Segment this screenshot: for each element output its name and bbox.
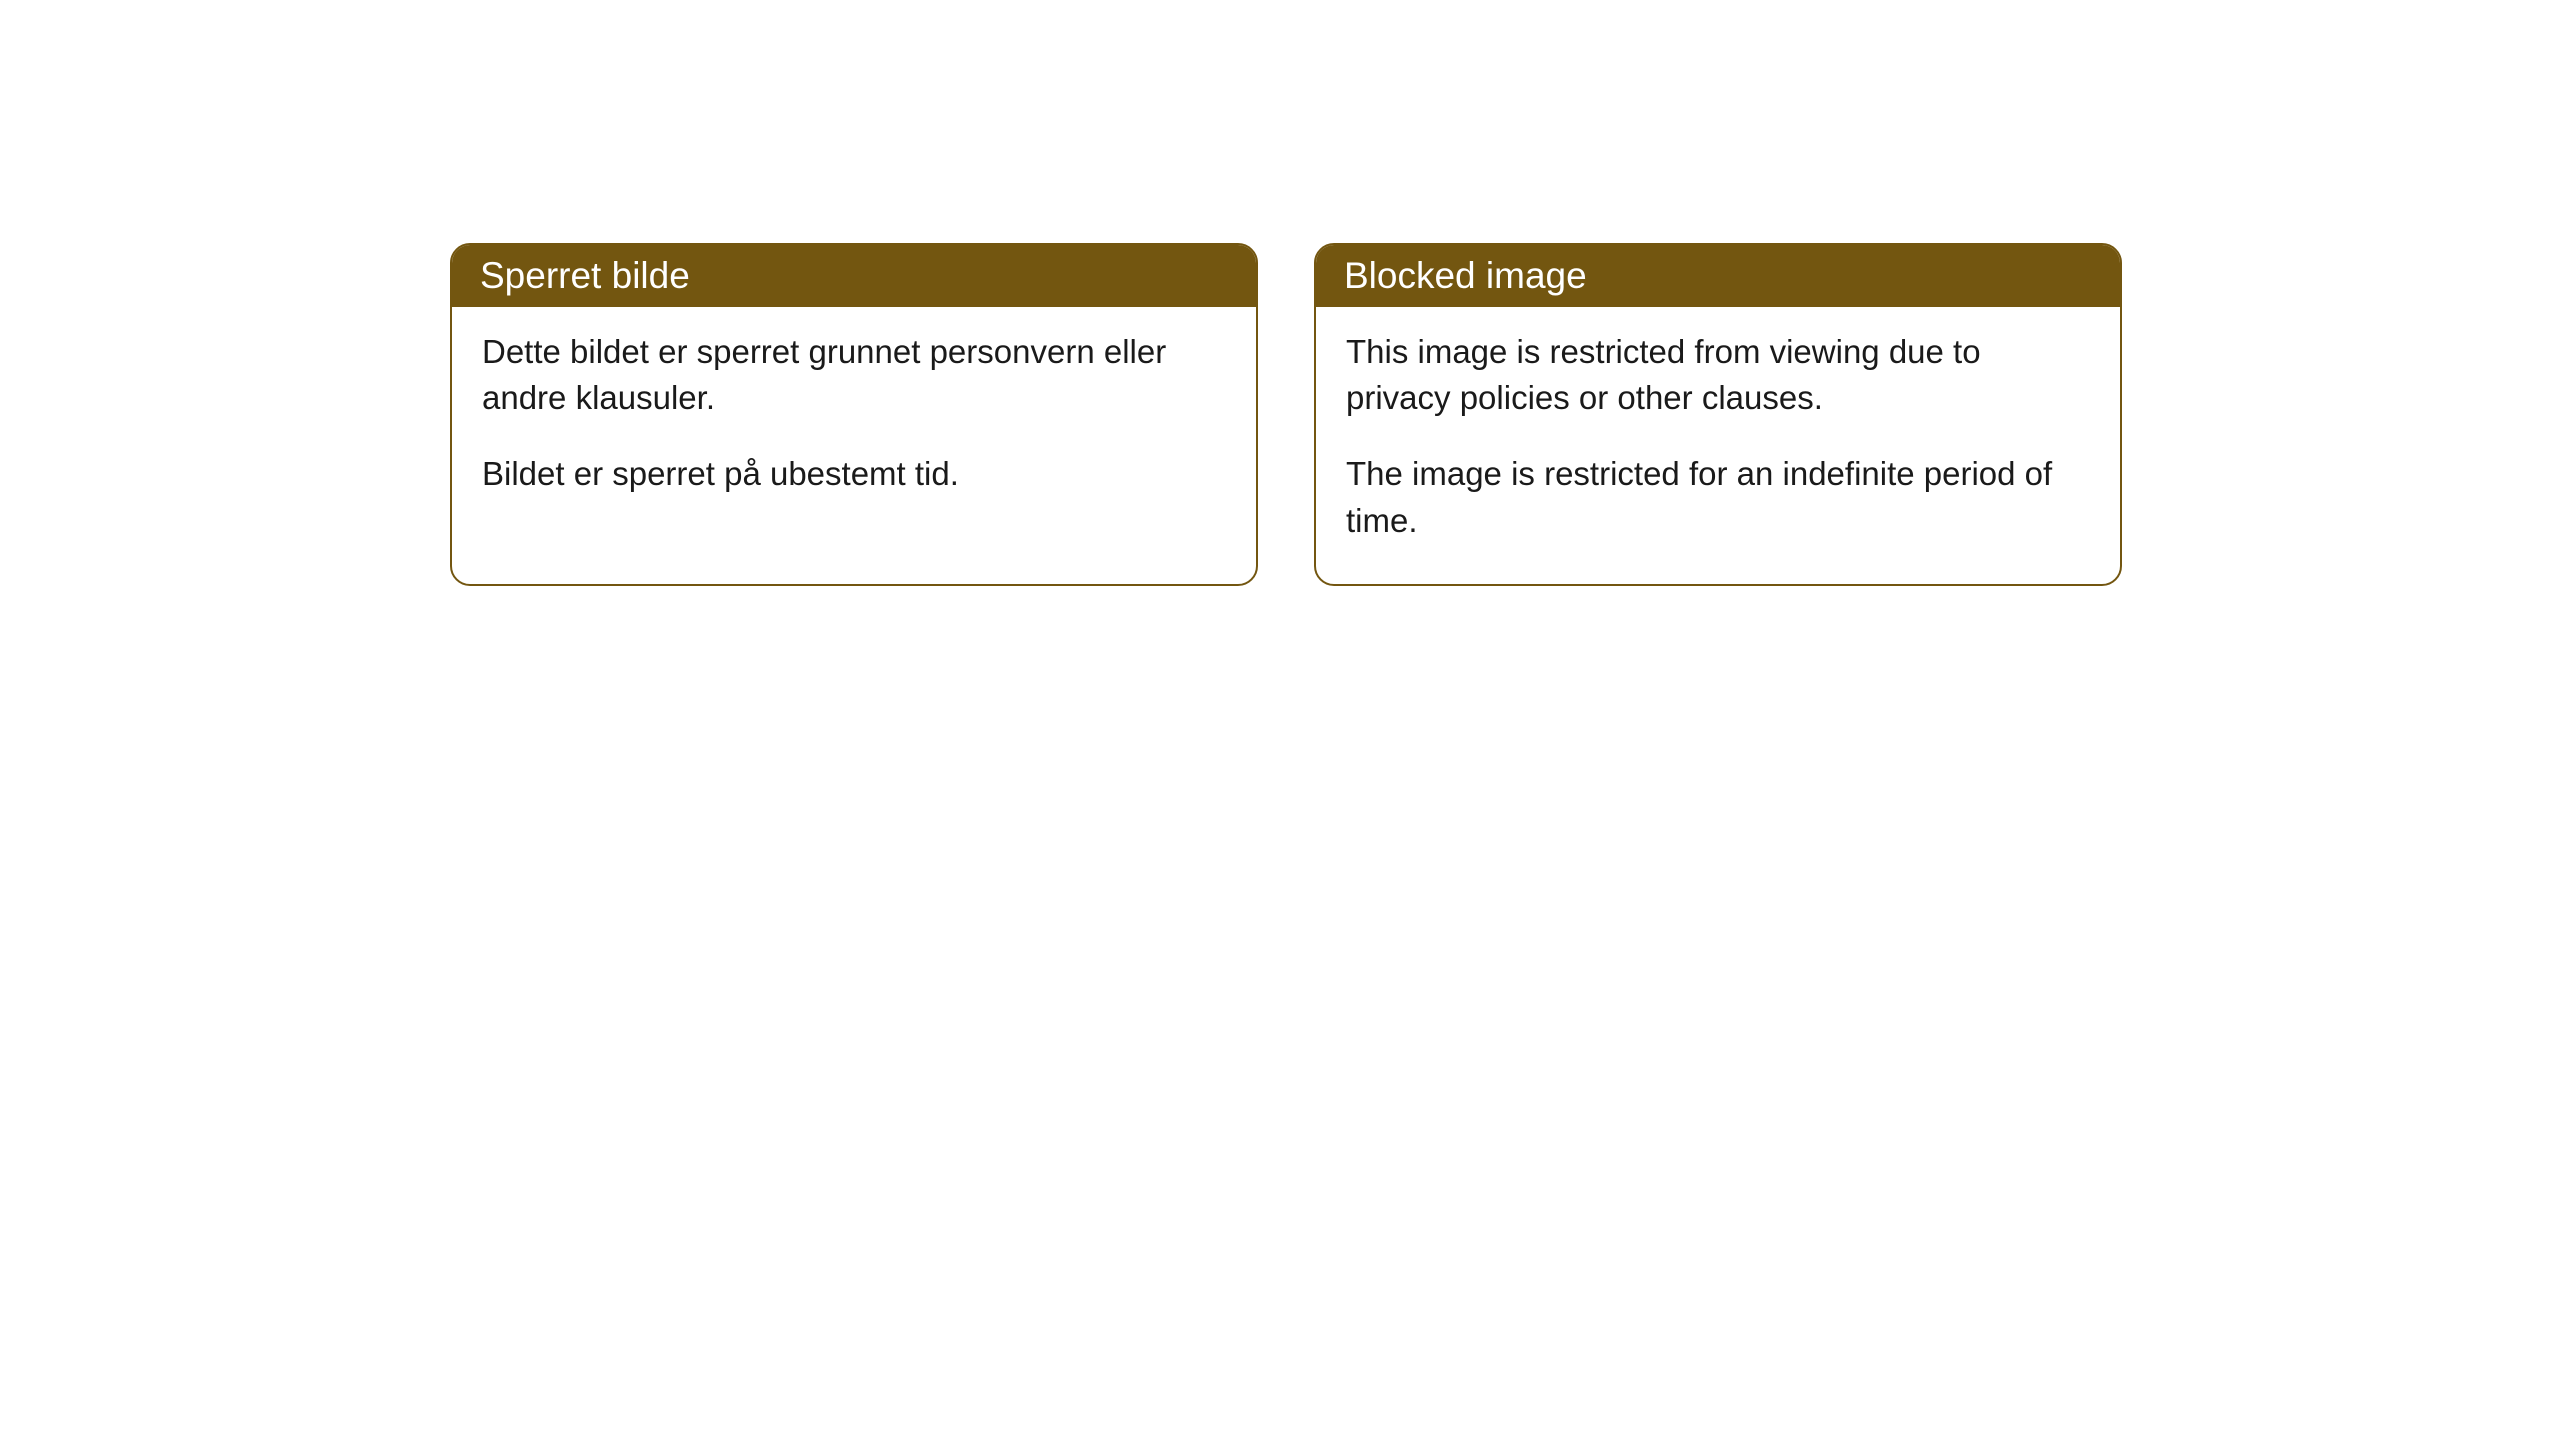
notice-cards-container: Sperret bilde Dette bildet er sperret gr…	[450, 243, 2122, 586]
notice-card-english: Blocked image This image is restricted f…	[1314, 243, 2122, 586]
card-paragraph2-english: The image is restricted for an indefinit…	[1346, 451, 2090, 543]
card-title-english: Blocked image	[1344, 255, 1587, 296]
card-paragraph1-english: This image is restricted from viewing du…	[1346, 329, 2090, 421]
card-paragraph2-norwegian: Bildet er sperret på ubestemt tid.	[482, 451, 1226, 497]
card-title-norwegian: Sperret bilde	[480, 255, 690, 296]
card-header-english: Blocked image	[1316, 245, 2120, 307]
notice-card-norwegian: Sperret bilde Dette bildet er sperret gr…	[450, 243, 1258, 586]
card-body-norwegian: Dette bildet er sperret grunnet personve…	[452, 307, 1256, 538]
card-body-english: This image is restricted from viewing du…	[1316, 307, 2120, 584]
card-header-norwegian: Sperret bilde	[452, 245, 1256, 307]
card-paragraph1-norwegian: Dette bildet er sperret grunnet personve…	[482, 329, 1226, 421]
